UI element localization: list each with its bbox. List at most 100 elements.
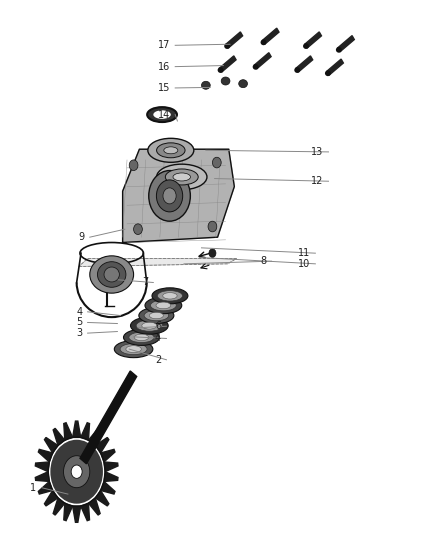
Polygon shape <box>104 462 118 472</box>
Ellipse shape <box>164 147 178 154</box>
Ellipse shape <box>156 143 185 158</box>
Text: 1: 1 <box>30 483 36 492</box>
Polygon shape <box>53 429 65 446</box>
Ellipse shape <box>294 67 300 73</box>
Text: 4: 4 <box>155 334 161 343</box>
Ellipse shape <box>124 329 159 345</box>
Text: 17: 17 <box>158 41 170 50</box>
Ellipse shape <box>156 164 207 190</box>
Ellipse shape <box>221 77 230 85</box>
Polygon shape <box>64 503 73 521</box>
Text: 11: 11 <box>298 248 310 258</box>
Polygon shape <box>104 472 118 481</box>
Ellipse shape <box>157 290 183 301</box>
Text: 8: 8 <box>260 256 266 266</box>
Ellipse shape <box>144 310 169 321</box>
Circle shape <box>129 160 138 171</box>
Ellipse shape <box>148 139 194 163</box>
Ellipse shape <box>120 344 147 354</box>
Ellipse shape <box>147 107 177 122</box>
Text: 14: 14 <box>158 110 170 119</box>
Ellipse shape <box>50 440 103 504</box>
Text: 10: 10 <box>298 259 310 269</box>
Polygon shape <box>327 59 343 75</box>
Text: 15: 15 <box>158 83 170 93</box>
Text: 7: 7 <box>142 278 148 287</box>
Polygon shape <box>95 490 109 506</box>
Ellipse shape <box>336 47 342 53</box>
Text: 9: 9 <box>78 232 85 242</box>
Polygon shape <box>88 429 100 446</box>
Ellipse shape <box>136 320 162 331</box>
Polygon shape <box>44 438 58 453</box>
Ellipse shape <box>145 297 182 313</box>
Ellipse shape <box>149 171 191 221</box>
Polygon shape <box>38 481 53 494</box>
Text: 6: 6 <box>155 321 161 331</box>
Text: 3: 3 <box>76 328 82 338</box>
Text: 16: 16 <box>158 62 170 71</box>
Ellipse shape <box>149 312 163 319</box>
Ellipse shape <box>139 308 174 324</box>
Polygon shape <box>81 503 89 521</box>
Text: 12: 12 <box>311 176 323 186</box>
Text: 2: 2 <box>155 355 161 365</box>
Ellipse shape <box>104 267 119 282</box>
Ellipse shape <box>142 322 157 329</box>
Text: 13: 13 <box>311 147 323 157</box>
Ellipse shape <box>156 302 171 309</box>
Polygon shape <box>262 28 279 44</box>
Polygon shape <box>73 506 81 522</box>
Ellipse shape <box>163 293 177 299</box>
Ellipse shape <box>303 43 309 49</box>
Ellipse shape <box>253 64 258 70</box>
Polygon shape <box>88 498 100 515</box>
Polygon shape <box>73 421 81 438</box>
Ellipse shape <box>165 169 198 185</box>
Ellipse shape <box>71 465 82 479</box>
Ellipse shape <box>201 82 210 90</box>
Ellipse shape <box>325 70 331 76</box>
Ellipse shape <box>134 334 148 341</box>
Polygon shape <box>64 423 73 440</box>
Ellipse shape <box>114 341 153 358</box>
Ellipse shape <box>163 188 176 204</box>
Ellipse shape <box>173 173 191 181</box>
Polygon shape <box>254 53 271 69</box>
Polygon shape <box>219 56 236 72</box>
Polygon shape <box>101 481 115 494</box>
Polygon shape <box>338 36 354 52</box>
Polygon shape <box>305 32 321 48</box>
Ellipse shape <box>239 80 247 88</box>
Polygon shape <box>53 498 65 515</box>
Polygon shape <box>81 423 89 440</box>
Ellipse shape <box>90 256 134 293</box>
Polygon shape <box>95 438 109 453</box>
Ellipse shape <box>156 180 183 212</box>
Polygon shape <box>101 449 115 462</box>
Ellipse shape <box>152 288 188 304</box>
Circle shape <box>134 224 142 235</box>
Ellipse shape <box>64 456 90 488</box>
Ellipse shape <box>224 43 230 49</box>
Text: 5: 5 <box>76 318 82 327</box>
Polygon shape <box>79 259 237 266</box>
Text: 4: 4 <box>76 307 82 317</box>
Polygon shape <box>226 32 243 48</box>
Ellipse shape <box>131 317 168 334</box>
Polygon shape <box>35 472 49 481</box>
Ellipse shape <box>129 332 154 343</box>
Circle shape <box>209 249 216 257</box>
Ellipse shape <box>126 346 141 352</box>
Circle shape <box>212 157 221 168</box>
Circle shape <box>208 221 217 232</box>
Ellipse shape <box>261 39 266 45</box>
Polygon shape <box>38 449 53 462</box>
Polygon shape <box>80 371 137 464</box>
Polygon shape <box>123 149 234 243</box>
Polygon shape <box>296 56 313 72</box>
Ellipse shape <box>97 262 126 287</box>
Ellipse shape <box>218 67 223 73</box>
Ellipse shape <box>151 300 176 311</box>
Ellipse shape <box>153 110 171 119</box>
